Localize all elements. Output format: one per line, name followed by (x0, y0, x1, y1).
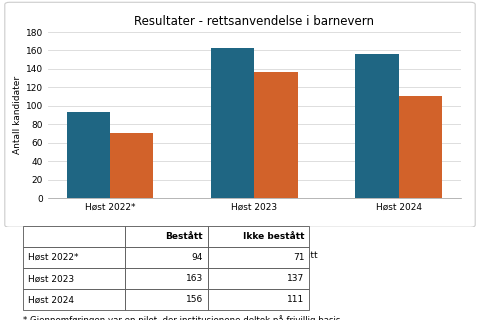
Text: Høst 2024: Høst 2024 (28, 295, 74, 304)
Y-axis label: Antall kandidater: Antall kandidater (13, 76, 22, 154)
Text: 156: 156 (186, 295, 203, 304)
Bar (125, 289, 208, 310)
Bar (125, 247, 208, 268)
Bar (24, 226, 125, 247)
Bar (125, 226, 208, 247)
Text: * Gjennomføringen var en pilot, der institusjonene deltok på frivillig basis: * Gjennomføringen var en pilot, der inst… (24, 315, 341, 320)
Bar (24, 289, 125, 310)
Text: 137: 137 (287, 274, 304, 283)
Bar (254, 72, 298, 198)
Bar (125, 268, 208, 289)
Title: Resultater - rettsanvendelse i barnevern: Resultater - rettsanvendelse i barnevern (134, 15, 374, 28)
Bar (208, 226, 309, 247)
Bar (399, 96, 442, 198)
Bar (208, 289, 309, 310)
Bar (67, 111, 110, 198)
Legend: Bestått, Ikke bestått: Bestått, Ikke bestått (188, 248, 321, 264)
Text: Ikke bestått: Ikke bestått (243, 232, 304, 241)
Text: 71: 71 (293, 253, 304, 262)
Text: Høst 2023: Høst 2023 (28, 274, 74, 283)
Text: Høst 2022*: Høst 2022* (28, 253, 79, 262)
Text: 163: 163 (186, 274, 203, 283)
Text: 94: 94 (192, 253, 203, 262)
Bar (208, 268, 309, 289)
Text: 111: 111 (287, 295, 304, 304)
Text: Bestått: Bestått (166, 232, 203, 241)
Bar (355, 54, 399, 198)
Bar (24, 268, 125, 289)
Bar (24, 247, 125, 268)
Bar (211, 48, 254, 198)
Bar (110, 133, 154, 198)
Bar (208, 247, 309, 268)
